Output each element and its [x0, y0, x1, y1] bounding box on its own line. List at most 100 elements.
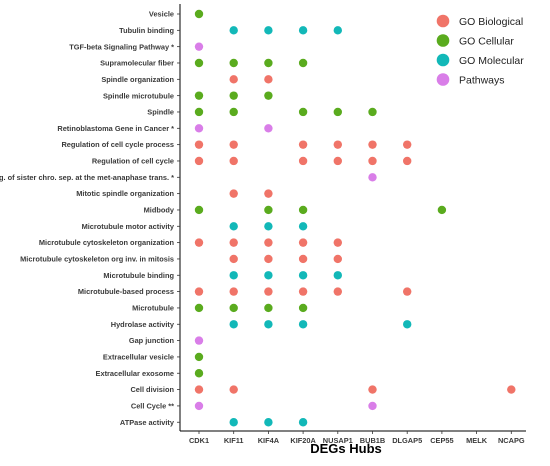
x-tick-label: NUSAP1 [323, 436, 353, 445]
data-point [264, 26, 273, 35]
data-point [298, 254, 308, 264]
data-point [229, 418, 238, 427]
data-point [194, 124, 204, 133]
data-point [298, 303, 308, 313]
y-tick-label: Microtubule [132, 304, 174, 313]
y-tick-label: Vesicle [149, 10, 174, 19]
data-point [298, 271, 308, 280]
y-tick-label: ATPase activity [120, 418, 175, 427]
data-point [229, 320, 238, 329]
data-point [229, 238, 238, 247]
data-point [194, 385, 204, 394]
y-tick-label: Cell Cycle ** [131, 402, 174, 411]
data-point [437, 205, 447, 215]
y-tick-label: Spindle microtubule [103, 91, 174, 100]
y-tick-label: Regulation of cell cycle [92, 157, 174, 166]
x-tick-label: KIF11 [224, 436, 244, 445]
data-point [298, 418, 308, 427]
x-tick-label: DLGAP5 [392, 436, 422, 445]
data-point [194, 156, 204, 166]
data-point [194, 352, 204, 362]
data-point [298, 287, 308, 296]
data-point [264, 320, 273, 329]
legend-swatch [436, 53, 450, 67]
data-point [333, 254, 342, 264]
data-point [264, 254, 273, 264]
y-tick-label: Regulation of cell cycle process [61, 140, 174, 149]
data-point [264, 238, 273, 247]
legend-swatch [436, 34, 450, 47]
data-point [264, 58, 273, 68]
y-axis-tick-labels: Vesicle Tubulin binding TGF-beta Signaling… [0, 10, 175, 427]
x-tick-label: CEP55 [430, 436, 453, 445]
data-point [403, 156, 412, 166]
axes [179, 4, 526, 432]
data-point [229, 140, 238, 149]
legend-label: GO Biological [459, 16, 523, 28]
data-point [298, 222, 308, 231]
x-tick-label: KIF4A [258, 436, 280, 445]
data-point [333, 140, 342, 149]
legend-swatch [436, 14, 450, 28]
data-point [403, 140, 412, 149]
data-point [333, 26, 342, 35]
legend-swatch [436, 73, 450, 86]
data-point [194, 401, 204, 411]
data-point [333, 156, 342, 166]
data-point [264, 91, 273, 100]
y-tick-label: Spindle organization [101, 75, 174, 84]
x-tick-label: CDK1 [189, 436, 209, 445]
x-tick-label: KIF20A [290, 436, 316, 445]
data-point [194, 42, 204, 51]
data-point [229, 58, 238, 68]
data-point [368, 156, 377, 166]
data-point [194, 303, 204, 313]
data-point [264, 287, 273, 296]
data-point [298, 140, 308, 149]
data-point [298, 58, 308, 68]
y-tick-label: Midbody [144, 206, 175, 215]
y-tick-label: TGF-beta Signaling Pathway * [69, 42, 174, 51]
data-point [229, 26, 238, 35]
x-tick-label: BUB1B [360, 436, 385, 445]
data-point [194, 140, 204, 149]
data-point [194, 287, 204, 296]
data-point [229, 75, 238, 84]
data-point [333, 287, 342, 296]
data-point [333, 238, 342, 247]
data-point [194, 336, 204, 345]
data-point [264, 124, 273, 133]
data-point [368, 173, 377, 182]
data-point [264, 418, 273, 427]
y-tick-label: Hydrolase activity [111, 320, 175, 329]
y-tick-label: Gap junction [129, 336, 175, 345]
data-point [229, 287, 238, 296]
legend-label: GO Cellular [459, 36, 514, 48]
data-point [229, 91, 238, 100]
x-axis-title: DEGs Hubs [310, 441, 382, 456]
data-point [194, 369, 204, 378]
data-point [298, 156, 308, 166]
data-point [194, 238, 204, 247]
y-tick-label: Microtubule motor activity [82, 222, 175, 231]
data-point [229, 254, 238, 264]
x-axis-ticks [198, 431, 512, 434]
data-point [403, 320, 412, 329]
y-tick-label: Reg. of sister chro. sep. at the met-ana… [0, 173, 174, 182]
y-tick-label: Retinoblastoma Gene in Cancer * [57, 124, 174, 133]
data-point [264, 189, 273, 198]
data-point [194, 9, 204, 19]
legend-label: GO Molecular [459, 55, 524, 67]
y-tick-label: Extracellular exosome [96, 369, 174, 378]
data-point [194, 205, 204, 215]
data-point [298, 107, 308, 117]
y-tick-label: Tubulin binding [119, 26, 174, 35]
data-point [194, 107, 204, 117]
data-point [229, 156, 238, 166]
y-tick-label: Mitotic spindle organization [76, 189, 174, 198]
data-point [229, 271, 238, 280]
y-tick-label: Microtubule binding [103, 271, 174, 280]
data-point [368, 385, 377, 394]
y-axis-ticks [177, 13, 180, 423]
